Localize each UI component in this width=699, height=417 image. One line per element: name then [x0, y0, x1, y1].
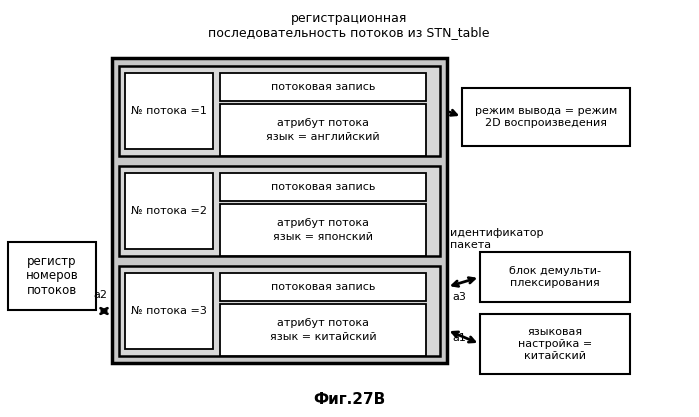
Bar — [480, 252, 630, 302]
Text: языковая
настройка =
китайский: языковая настройка = китайский — [518, 327, 592, 361]
Bar — [220, 304, 426, 356]
Text: a2: a2 — [93, 290, 107, 300]
Bar — [8, 242, 96, 310]
Bar — [480, 314, 630, 374]
Bar — [125, 273, 213, 349]
Text: № потока =1: № потока =1 — [131, 106, 207, 116]
Text: последовательность потоков из STN_table: последовательность потоков из STN_table — [208, 26, 490, 39]
Bar — [125, 73, 213, 149]
Text: потоковая запись: потоковая запись — [271, 282, 375, 292]
Text: атрибут потока
язык = китайский: атрибут потока язык = китайский — [270, 319, 376, 342]
Text: атрибут потока
язык = японский: атрибут потока язык = японский — [273, 219, 373, 241]
Text: атрибут потока
язык = английский: атрибут потока язык = английский — [266, 118, 380, 142]
Bar — [125, 173, 213, 249]
Text: потоковая запись: потоковая запись — [271, 182, 375, 192]
Text: регистрационная: регистрационная — [291, 12, 408, 25]
Bar — [220, 173, 426, 201]
Bar — [220, 104, 426, 156]
Bar — [112, 58, 447, 363]
Text: № потока =3: № потока =3 — [131, 306, 207, 316]
Text: режим вывода = режим
2D воспроизведения: режим вывода = режим 2D воспроизведения — [475, 106, 617, 128]
Bar — [462, 88, 630, 146]
Bar — [220, 204, 426, 256]
Text: Фиг.27В: Фиг.27В — [313, 392, 385, 407]
Bar — [119, 166, 440, 256]
Text: блок демульти-
плексирования: блок демульти- плексирования — [509, 266, 601, 288]
Text: идентификатор
пакета: идентификатор пакета — [450, 228, 544, 250]
Bar — [220, 73, 426, 101]
Bar — [119, 66, 440, 156]
Bar — [220, 273, 426, 301]
Text: № потока =2: № потока =2 — [131, 206, 207, 216]
Text: a1: a1 — [452, 333, 466, 343]
Bar — [119, 266, 440, 356]
Text: потоковая запись: потоковая запись — [271, 82, 375, 92]
Text: a3: a3 — [452, 292, 466, 302]
Text: регистр
номеров
потоков: регистр номеров потоков — [26, 254, 78, 297]
